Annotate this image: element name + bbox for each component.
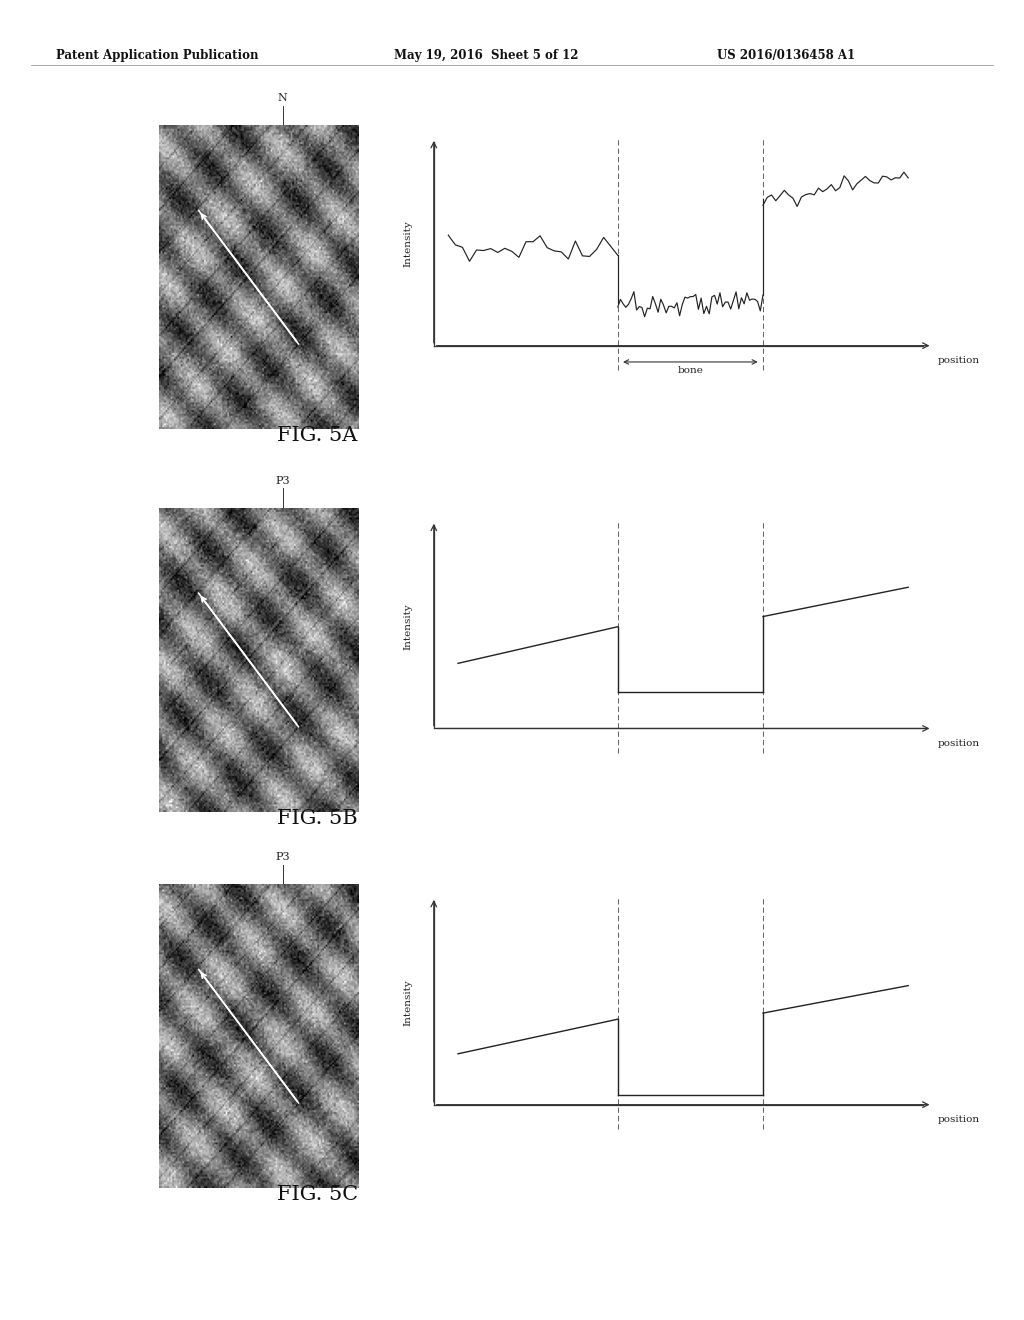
Text: N: N <box>278 92 288 103</box>
Text: US 2016/0136458 A1: US 2016/0136458 A1 <box>717 49 855 62</box>
Text: position: position <box>937 356 979 364</box>
Text: FIG. 5B: FIG. 5B <box>278 809 357 828</box>
Text: FIG. 5C: FIG. 5C <box>276 1185 358 1204</box>
Text: P3: P3 <box>275 475 290 486</box>
Text: position: position <box>937 739 979 747</box>
Text: bone: bone <box>678 366 703 375</box>
Text: position: position <box>937 1115 979 1123</box>
Text: Intensity: Intensity <box>403 220 412 268</box>
Text: Intensity: Intensity <box>403 979 412 1027</box>
Text: May 19, 2016  Sheet 5 of 12: May 19, 2016 Sheet 5 of 12 <box>394 49 579 62</box>
Text: Intensity: Intensity <box>403 603 412 651</box>
Text: Patent Application Publication: Patent Application Publication <box>56 49 259 62</box>
Text: P3: P3 <box>275 851 290 862</box>
Text: FIG. 5A: FIG. 5A <box>278 426 357 445</box>
